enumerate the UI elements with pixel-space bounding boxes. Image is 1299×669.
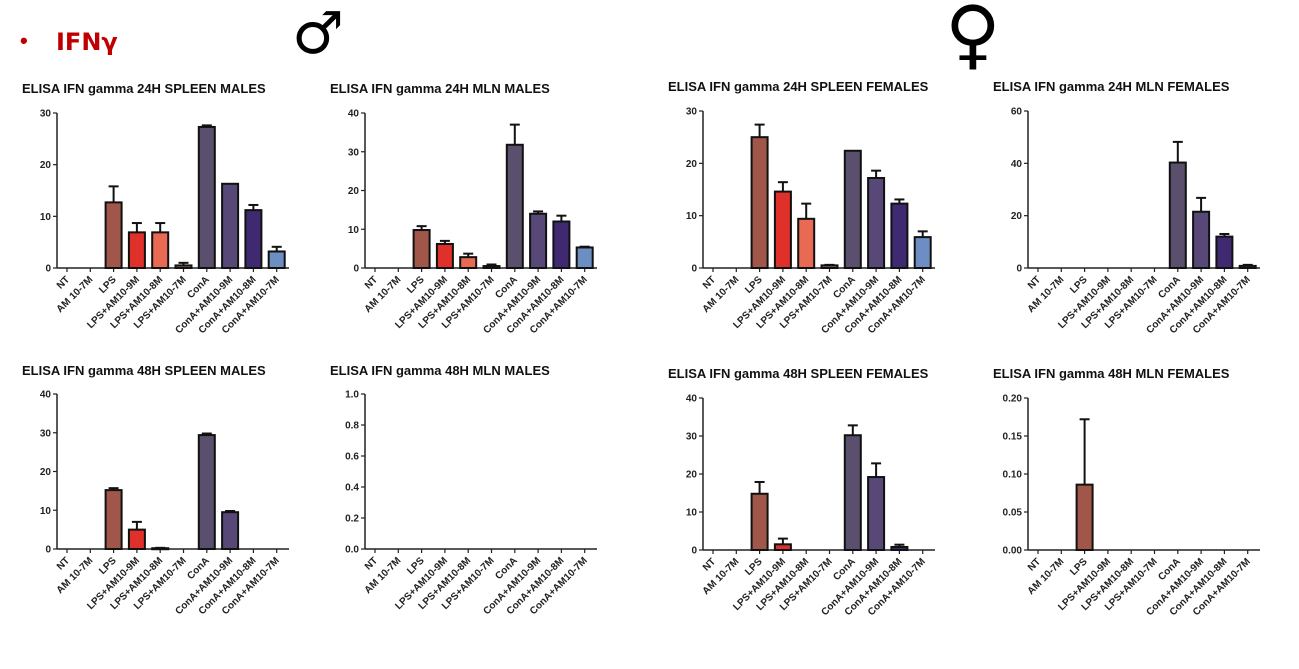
bar <box>843 149 862 269</box>
y-tick-label: 0.4 <box>345 483 359 494</box>
bar <box>1168 161 1187 270</box>
y-tick-label: 0 <box>45 545 51 556</box>
chart-title: ELISA IFN gamma 48H MLN FEMALES <box>993 366 1230 381</box>
y-tick-label: 20 <box>686 159 698 170</box>
y-tick-label: 0.2 <box>345 514 359 525</box>
bar <box>151 231 170 270</box>
x-tick-label: NT <box>1026 274 1043 291</box>
bar <box>750 136 769 269</box>
bar <box>174 264 193 269</box>
chart-title: ELISA IFN gamma 48H SPLEEN FEMALES <box>668 366 929 381</box>
bar <box>127 231 146 270</box>
y-tick-label: 20 <box>40 467 52 478</box>
y-tick-label: 0 <box>691 264 697 275</box>
bar <box>867 476 886 552</box>
chart-title: ELISA IFN gamma 24H MLN FEMALES <box>993 79 1230 94</box>
bar <box>127 528 146 550</box>
y-tick-label: 0 <box>1016 264 1022 275</box>
y-tick-label: 0.20 <box>1003 394 1023 405</box>
y-tick-label: 0 <box>45 264 51 275</box>
page-title: IFNγ <box>56 28 118 56</box>
chart-title: ELISA IFN gamma 24H SPLEEN FEMALES <box>668 79 929 94</box>
bullet: • <box>20 28 28 53</box>
bar <box>482 265 501 269</box>
y-tick-label: 0.00 <box>1003 546 1023 557</box>
bar <box>197 434 216 551</box>
bar <box>435 242 454 270</box>
y-tick-label: 40 <box>348 109 360 120</box>
bar <box>459 256 478 269</box>
y-tick-label: 10 <box>40 506 52 517</box>
bar <box>552 220 571 269</box>
bar <box>104 201 123 269</box>
bar <box>773 543 792 551</box>
bar <box>104 489 123 551</box>
y-tick-label: 30 <box>686 432 698 443</box>
bar <box>820 264 839 269</box>
x-tick-label: NT <box>363 555 380 572</box>
y-tick-label: 0 <box>691 546 697 557</box>
y-tick-label: 0.8 <box>345 421 359 432</box>
bar <box>1192 210 1211 270</box>
y-tick-label: 20 <box>686 470 698 481</box>
bar <box>529 212 548 269</box>
y-tick-label: 40 <box>40 390 52 401</box>
chart-title: ELISA IFN gamma 48H MLN MALES <box>330 363 550 378</box>
x-tick-label: NT <box>363 274 380 291</box>
bar <box>412 229 431 269</box>
y-tick-label: 30 <box>40 428 52 439</box>
y-tick-label: 0.05 <box>1003 508 1023 519</box>
bar <box>1238 264 1257 270</box>
y-tick-label: 40 <box>1011 159 1023 170</box>
y-tick-label: 20 <box>348 186 360 197</box>
chart-title: ELISA IFN gamma 48H SPLEEN MALES <box>22 363 266 378</box>
male-symbol-icon: ♂ <box>292 0 344 67</box>
x-tick-label: NT <box>701 556 718 573</box>
y-tick-label: 10 <box>686 508 698 519</box>
y-tick-label: 30 <box>40 109 52 120</box>
y-tick-label: 10 <box>348 225 360 236</box>
bar <box>221 182 240 270</box>
y-tick-label: 0.15 <box>1003 432 1023 443</box>
bar <box>151 547 170 551</box>
x-tick-label: NT <box>1026 556 1043 573</box>
y-tick-label: 0.10 <box>1003 470 1023 481</box>
bar <box>773 190 792 270</box>
bar <box>267 250 286 269</box>
x-tick-label: NT <box>55 274 72 291</box>
bar <box>750 492 769 552</box>
chart-title: ELISA IFN gamma 24H SPLEEN MALES <box>22 81 266 96</box>
x-tick-label: NT <box>55 555 72 572</box>
y-tick-label: 20 <box>40 160 52 171</box>
female-symbol-icon: ♀ <box>945 0 1001 78</box>
bar <box>1215 235 1234 270</box>
y-tick-label: 20 <box>1011 211 1023 222</box>
y-tick-label: 30 <box>686 107 698 118</box>
bar <box>505 143 524 269</box>
bar <box>843 434 862 551</box>
bar <box>797 217 816 270</box>
bar <box>1075 483 1094 552</box>
y-tick-label: 10 <box>686 211 698 222</box>
y-tick-label: 40 <box>686 394 698 405</box>
y-tick-label: 30 <box>348 147 360 158</box>
bar <box>890 545 909 552</box>
bar <box>890 202 909 270</box>
x-tick-label: NT <box>701 274 718 291</box>
y-tick-label: 0.6 <box>345 452 359 463</box>
bar <box>913 236 932 270</box>
bar <box>867 176 886 269</box>
y-tick-label: 0.0 <box>345 545 359 556</box>
bar <box>575 246 594 269</box>
y-tick-label: 0 <box>353 264 359 275</box>
bar <box>221 511 240 550</box>
bar <box>197 125 216 269</box>
y-tick-label: 10 <box>40 212 52 223</box>
y-tick-label: 1.0 <box>345 390 359 401</box>
y-tick-label: 60 <box>1011 107 1023 118</box>
chart-title: ELISA IFN gamma 24H MLN MALES <box>330 81 550 96</box>
bar <box>244 209 263 269</box>
